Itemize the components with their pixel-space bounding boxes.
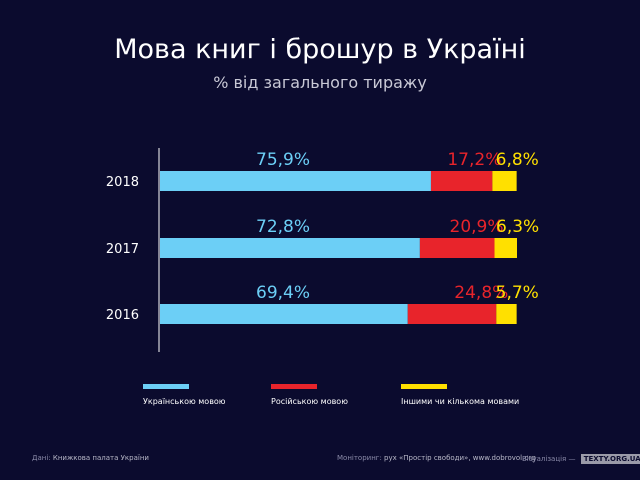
- bar-2018-series-2: [492, 171, 517, 191]
- y-tick-label-2016: 2016: [106, 308, 139, 323]
- bar-2016-series-1: [407, 304, 497, 324]
- data-label-2018-series-1: 17,2%: [447, 150, 501, 170]
- bar-2017-series-0: [160, 238, 420, 258]
- footer-source-label: Дані:: [32, 454, 51, 462]
- chart-subtitle: % від загального тиражу: [213, 73, 427, 92]
- legend-swatch-ukrainian: [143, 384, 189, 389]
- bar-2016-series-2: [496, 304, 517, 324]
- data-label-2016-series-2: 5,7%: [496, 283, 539, 303]
- bar-2017-series-1: [419, 238, 495, 258]
- footer-monitoring-value: рух «Простір свободи», www.dobrovol.org: [384, 454, 536, 462]
- data-label-2016-series-1: 24,8%: [454, 283, 508, 303]
- footer-monitoring: Моніторинг: рух «Простір свободи», www.d…: [337, 454, 536, 462]
- bar-2017-series-2: [494, 238, 517, 258]
- data-label-2017-series-1: 20,9%: [450, 217, 504, 237]
- data-label-2018-series-2: 6,8%: [496, 150, 539, 170]
- y-tick-label-2018: 2018: [106, 175, 139, 190]
- data-label-2018-series-0: 75,9%: [256, 150, 310, 170]
- bar-2016-series-0: [160, 304, 408, 324]
- footer-monitoring-label: Моніторинг:: [337, 454, 382, 462]
- bar-2018-series-1: [430, 171, 493, 191]
- data-label-2017-series-0: 72,8%: [256, 217, 310, 237]
- chart-title: Мова книг і брошур в Україні: [114, 34, 526, 65]
- legend-swatch-russian: [271, 384, 317, 389]
- data-label-2016-series-0: 69,4%: [256, 283, 310, 303]
- y-tick-label-2017: 2017: [106, 242, 139, 257]
- footer-source: Дані: Книжкова палата України: [32, 454, 149, 462]
- bar-2018-series-0: [160, 171, 431, 191]
- footer-viz-label: Візуалізація —: [522, 455, 576, 463]
- legend-label-russian: Російською мовою: [271, 397, 348, 406]
- legend-label-ukrainian: Українською мовою: [143, 397, 226, 406]
- legend-swatch-other: [401, 384, 447, 389]
- footer-source-value: Книжкова палата України: [52, 454, 149, 462]
- data-label-2017-series-2: 6,3%: [496, 217, 539, 237]
- legend-label-other: Іншими чи кількома мовами: [401, 397, 520, 406]
- footer-visualization: Візуалізація — TEXTY.ORG.UA: [522, 454, 640, 464]
- texty-logo-badge[interactable]: TEXTY.ORG.UA: [580, 454, 640, 464]
- bars-group: 2018 75,9% 17,2%6,8% 2017 72,8% 20,9%6,3% 2016…: [106, 150, 539, 324]
